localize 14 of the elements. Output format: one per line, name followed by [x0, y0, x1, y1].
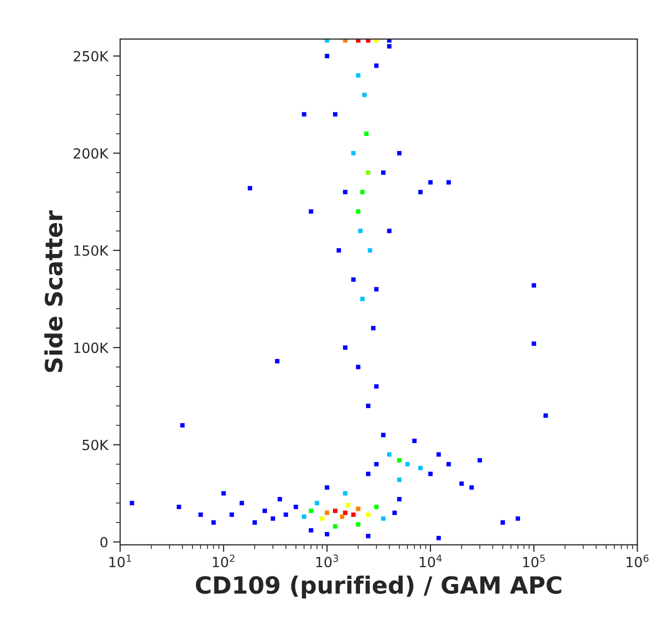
y-tick-label: 0: [100, 536, 108, 548]
y-tick-label: 100K: [74, 342, 109, 354]
x-axis-title: CD109 (purified) / GAM APC: [196, 576, 562, 599]
x-tick-label: 10$^{3}$: [316, 554, 338, 568]
x-tick-label: 10$^{1}$: [109, 554, 132, 568]
y-tick-label: 200K: [74, 148, 109, 159]
y-tick-label: 250K: [74, 50, 109, 62]
x-tick-label: 10$^{5}$: [523, 554, 545, 568]
y-tick-label: 150K: [74, 245, 109, 256]
y-axis-title: Side Scatter: [44, 210, 63, 372]
x-tick-label: 10$^{4}$: [420, 554, 442, 568]
y-tick-label: 50K: [82, 440, 109, 450]
x-tick-label: 10$^{6}$: [626, 554, 648, 568]
x-tick-label: 10$^{2}$: [212, 554, 234, 568]
